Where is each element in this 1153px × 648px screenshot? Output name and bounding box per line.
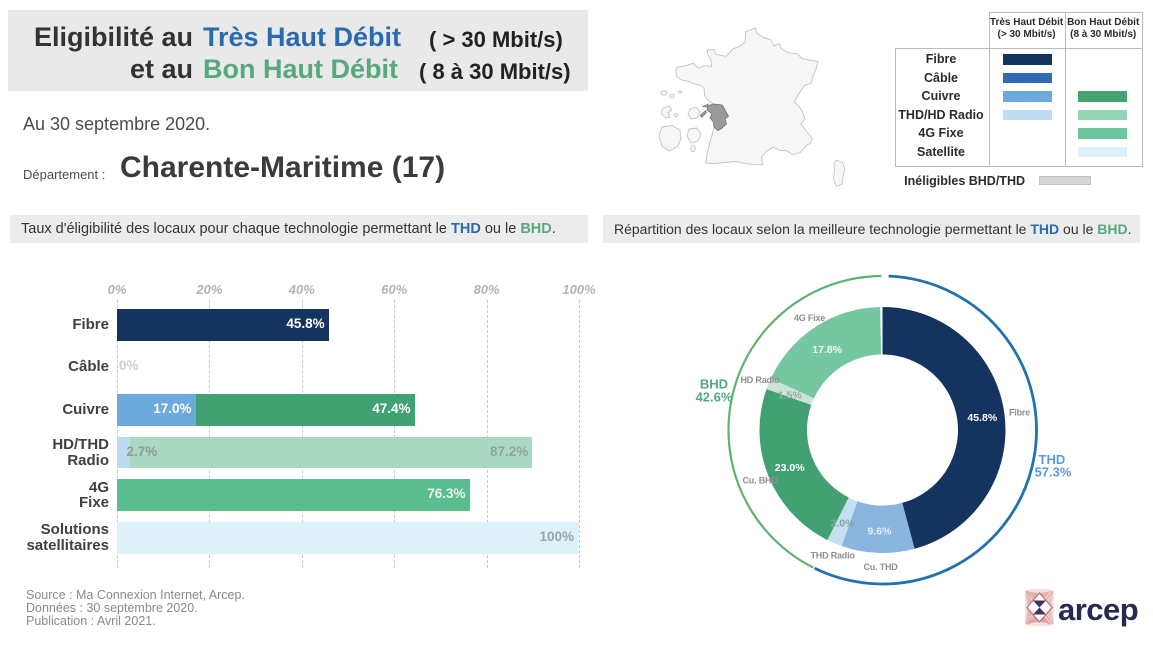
svg-text:THD Radio: THD Radio xyxy=(811,551,856,561)
svg-text:57.3%: 57.3% xyxy=(1035,465,1072,480)
svg-text:42.6%: 42.6% xyxy=(696,389,733,404)
svg-text:9.6%: 9.6% xyxy=(868,526,893,538)
svg-text:45.8%: 45.8% xyxy=(967,412,997,424)
svg-text:23.0%: 23.0% xyxy=(775,462,805,474)
svg-text:4G Fixe: 4G Fixe xyxy=(794,313,825,323)
svg-text:BHD: BHD xyxy=(700,377,728,392)
svg-text:2.0%: 2.0% xyxy=(831,518,856,530)
svg-text:Cu. BHD: Cu. BHD xyxy=(743,476,779,486)
svg-text:Cu. THD: Cu. THD xyxy=(864,562,899,572)
svg-text:HD Radio: HD Radio xyxy=(741,375,781,385)
svg-text:17.8%: 17.8% xyxy=(812,344,842,356)
svg-text:THD: THD xyxy=(1039,452,1066,467)
svg-text:arcep: arcep xyxy=(1058,592,1138,627)
svg-text:Fibre: Fibre xyxy=(1009,408,1030,418)
svg-text:1.5%: 1.5% xyxy=(778,390,803,402)
